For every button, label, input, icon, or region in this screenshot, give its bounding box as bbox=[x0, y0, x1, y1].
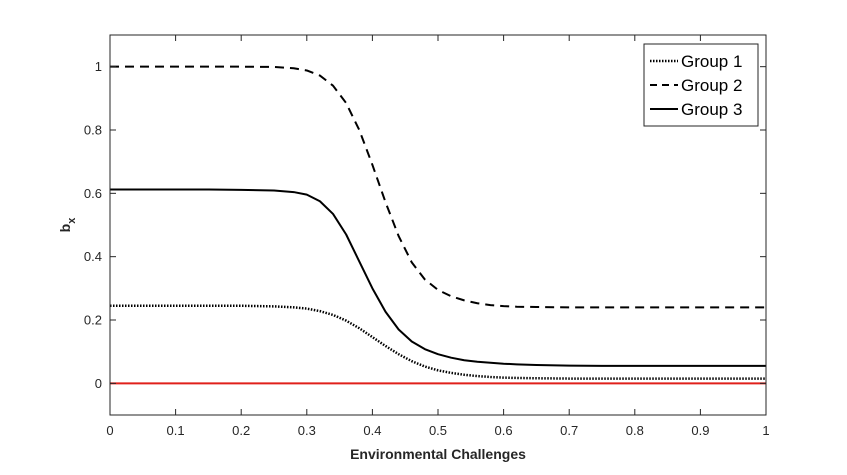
x-tick-label: 0.8 bbox=[626, 423, 644, 438]
x-tick-label: 0.5 bbox=[429, 423, 447, 438]
y-tick-label: 0.8 bbox=[84, 123, 102, 138]
legend: Group 1 Group 2 Group 3 bbox=[643, 43, 759, 127]
legend-label-group-2: Group 2 bbox=[681, 76, 742, 95]
x-tick-label: 0.4 bbox=[363, 423, 381, 438]
ticks-layer: 0 0.1 0.2 0.3 0.4 0.5 0.6 0.7 0.8 0.9 1 0 0.2 0.4 0.6 0… bbox=[84, 35, 770, 438]
x-tick-label: 0.9 bbox=[691, 423, 709, 438]
y-tick-label: 0.2 bbox=[84, 313, 102, 328]
series-layer bbox=[110, 65, 766, 385]
legend-label-group-1: Group 1 bbox=[681, 52, 742, 71]
x-tick-label: 0 bbox=[106, 423, 113, 438]
x-tick-label: 0.7 bbox=[560, 423, 578, 438]
x-tick-label: 0.1 bbox=[167, 423, 185, 438]
legend-label-group-3: Group 3 bbox=[681, 100, 742, 119]
y-axis-label-subscript: x bbox=[66, 217, 78, 224]
series-line-group-3 bbox=[110, 188, 766, 367]
x-tick-label: 0.3 bbox=[298, 423, 316, 438]
x-tick-label: 0.2 bbox=[232, 423, 250, 438]
y-tick-label: 0.6 bbox=[84, 186, 102, 201]
series-line-group-2 bbox=[110, 65, 766, 309]
series-line-group-1 bbox=[110, 304, 766, 380]
x-tick-label: 1 bbox=[762, 423, 769, 438]
y-axis-label: bx bbox=[57, 217, 78, 233]
y-axis-label-main: b bbox=[57, 224, 73, 233]
x-axis-label: Environmental Challenges bbox=[350, 446, 526, 462]
y-tick-label: 0.4 bbox=[84, 249, 102, 264]
y-tick-label: 1 bbox=[95, 59, 102, 74]
x-tick-label: 0.6 bbox=[495, 423, 513, 438]
svg-text:bx: bx bbox=[57, 217, 78, 233]
y-tick-label: 0 bbox=[95, 376, 102, 391]
